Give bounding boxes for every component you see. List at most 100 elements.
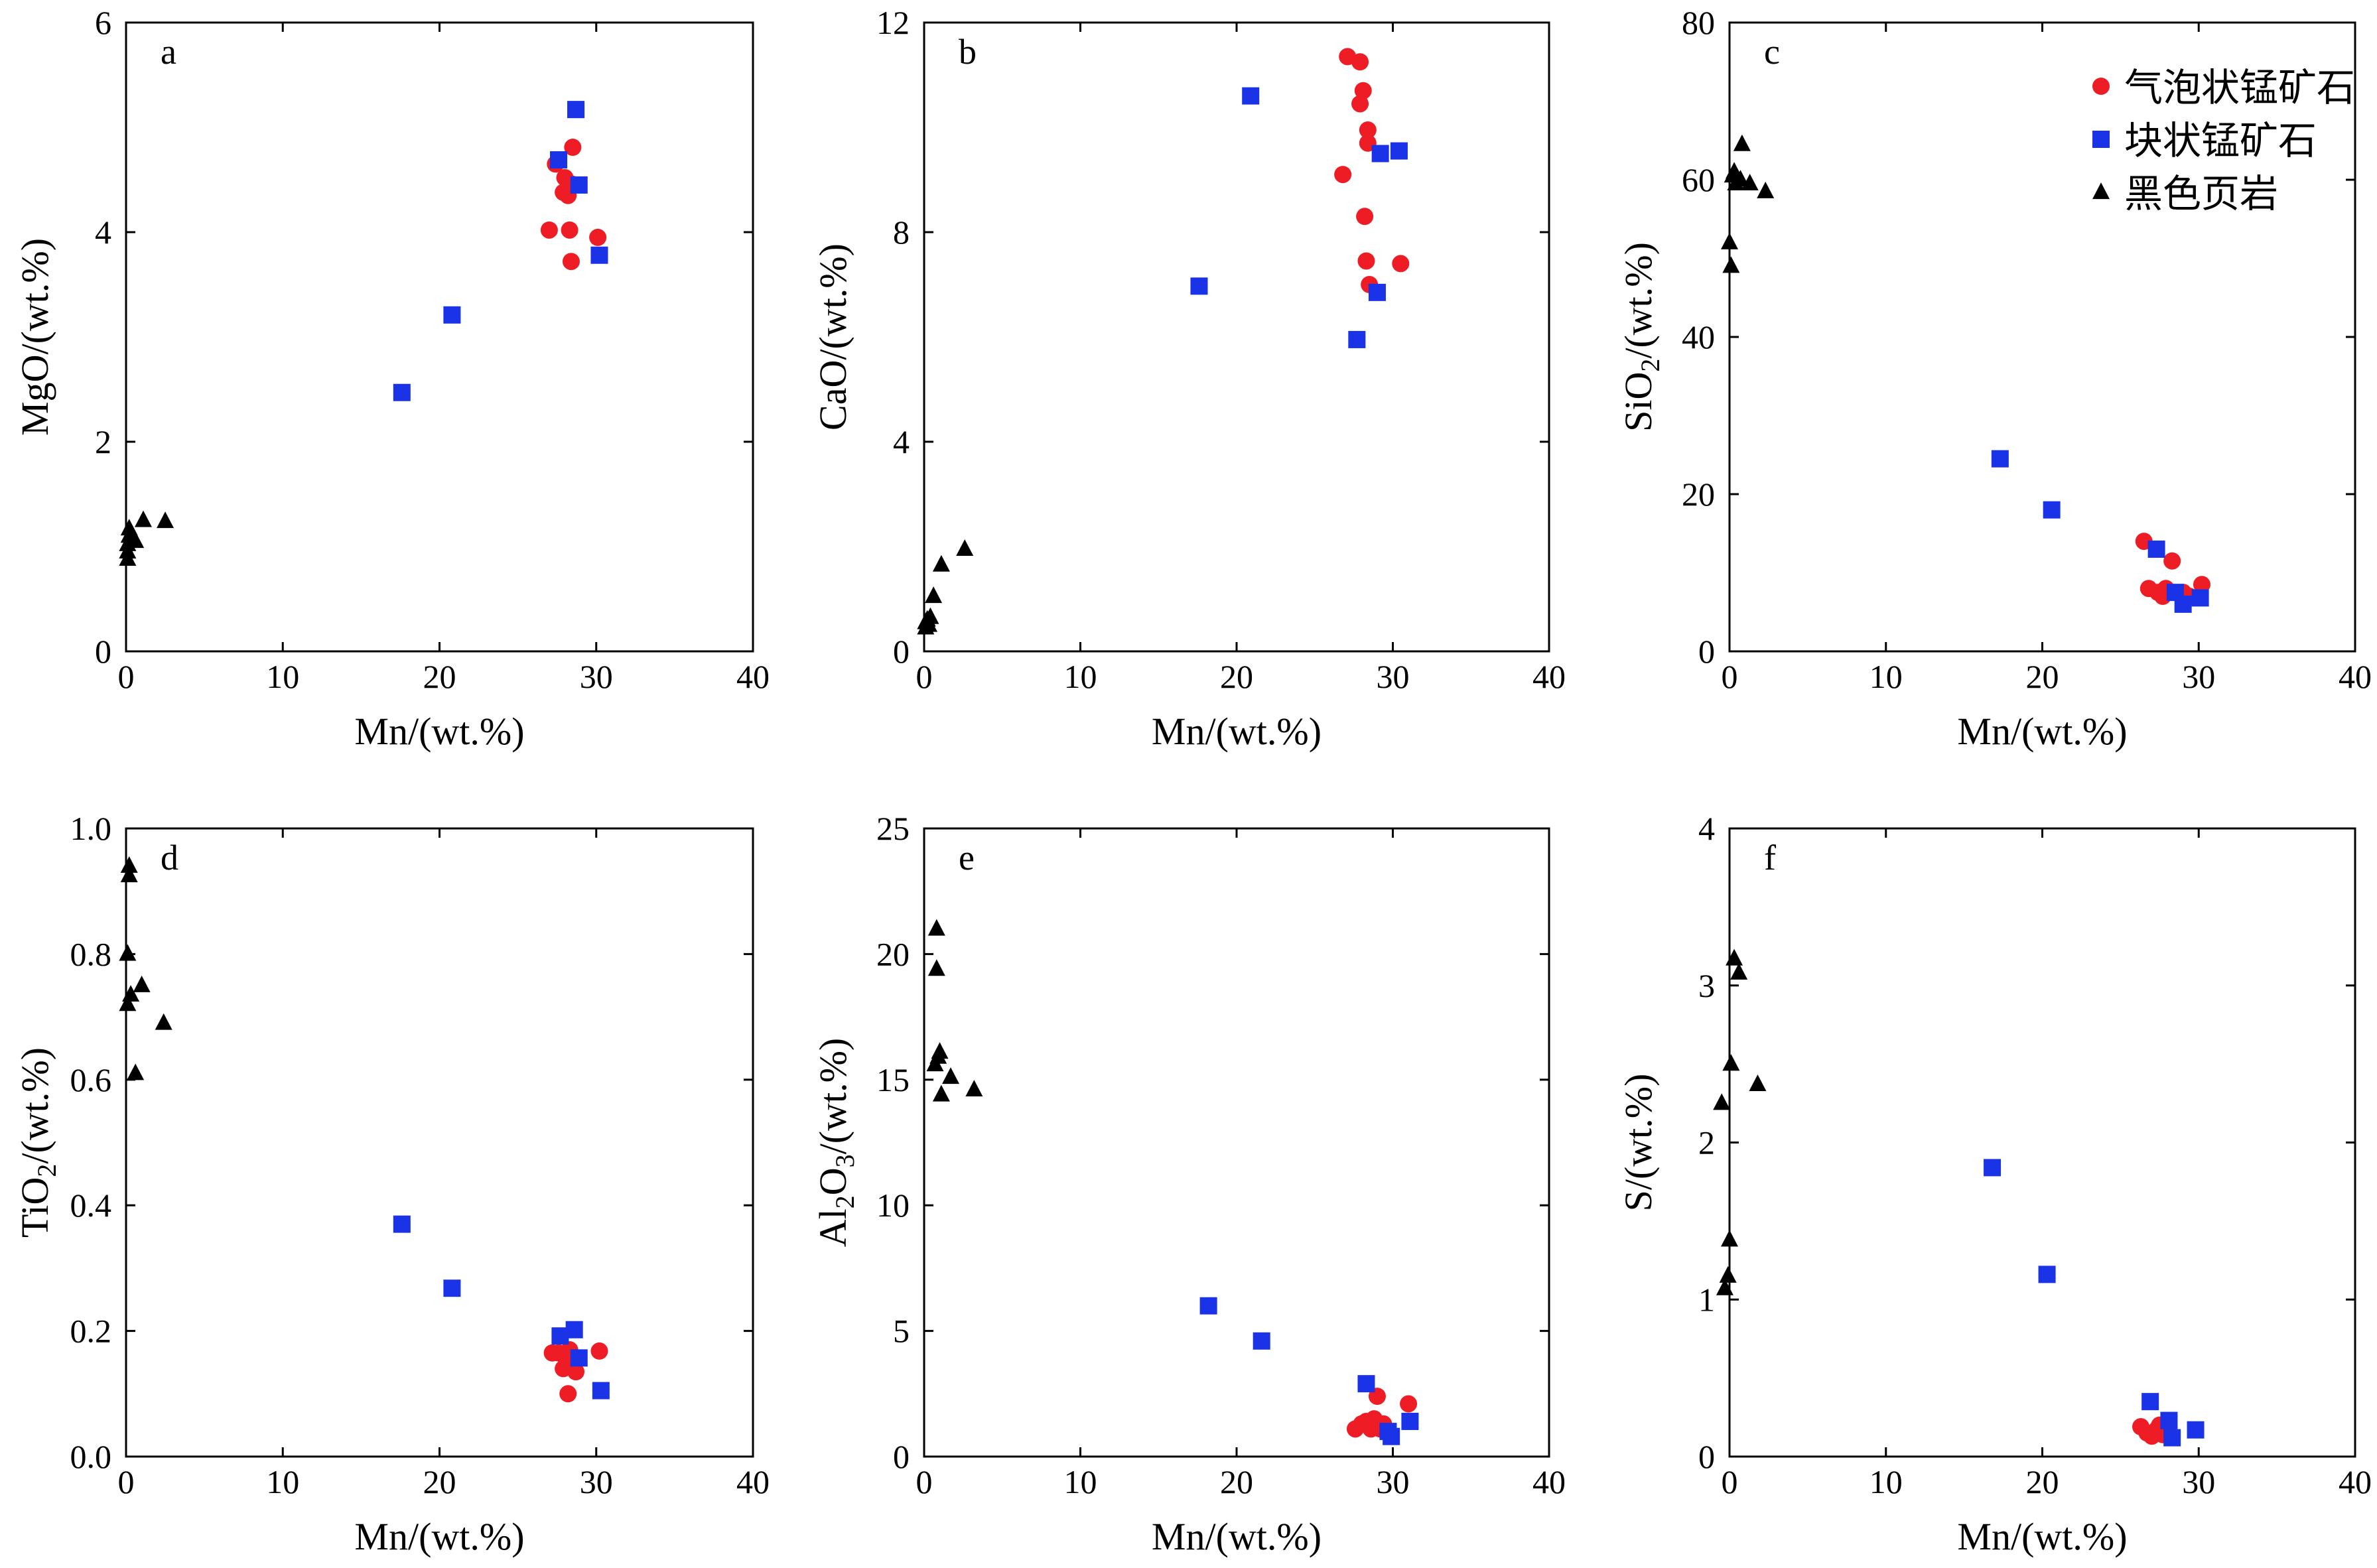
x-axis-label: Mn/(wt.%): [1152, 710, 1322, 753]
point-shale: [925, 586, 943, 604]
point-shale: [1716, 1278, 1733, 1295]
point-shale: [1721, 232, 1738, 249]
point-massive: [2147, 540, 2165, 558]
series-shale: [917, 539, 974, 635]
legend-marker-bubble: [2092, 78, 2110, 95]
y-tick-label: 80: [1682, 4, 1715, 41]
point-massive: [1991, 450, 2009, 468]
y-tick-label: 0.6: [70, 1061, 112, 1098]
series-bubble: [1334, 48, 1410, 293]
y-axis-label-part: MgO/(wt.%): [13, 238, 56, 436]
panel-letter: c: [1764, 32, 1780, 72]
point-shale: [965, 1080, 983, 1097]
point-shale: [1730, 962, 1748, 980]
y-tick-label: 20: [1682, 476, 1715, 513]
point-shale: [1713, 1093, 1731, 1110]
x-tick-label: 10: [1869, 658, 1903, 695]
series-shale: [119, 510, 174, 566]
legend-marker-shale: [2092, 182, 2110, 200]
point-bubble: [562, 253, 580, 271]
x-tick-label: 0: [916, 658, 933, 695]
panel-letter: b: [959, 32, 977, 72]
point-massive: [443, 306, 461, 324]
series-massive: [1199, 1297, 1419, 1445]
point-shale: [127, 531, 145, 549]
point-massive: [2160, 1411, 2178, 1429]
y-axis-label-part: S/(wt.%): [1617, 1074, 1660, 1212]
point-shale: [134, 510, 152, 527]
x-tick-label: 20: [2026, 658, 2059, 695]
x-tick-label: 20: [423, 1463, 456, 1500]
y-tick-label: 8: [893, 214, 910, 251]
x-tick-label: 0: [1722, 1463, 1738, 1500]
y-tick-label: 0.2: [70, 1313, 112, 1350]
panel-letter: d: [161, 838, 178, 878]
point-shale: [1726, 948, 1743, 966]
point-bubble: [564, 139, 582, 157]
x-tick-label: 30: [1377, 658, 1410, 695]
point-bubble: [1356, 208, 1374, 226]
point-massive: [1401, 1412, 1419, 1430]
x-axis-label: Mn/(wt.%): [1957, 1515, 2127, 1558]
point-massive: [393, 1215, 411, 1233]
series-massive: [1984, 1159, 2205, 1447]
y-tick-label: 6: [95, 4, 111, 41]
point-shale: [119, 944, 137, 961]
x-tick-label: 10: [266, 1463, 299, 1500]
point-shale: [927, 959, 945, 976]
legend-label: 块状锰矿石: [2124, 119, 2317, 163]
point-shale: [1732, 170, 1749, 187]
y-axis-label-part: /(wt.%): [13, 1047, 56, 1164]
point-shale: [157, 511, 174, 529]
y-tick-label: 0.4: [70, 1187, 112, 1224]
plot-frame: [125, 827, 754, 1458]
x-tick-label: 20: [423, 658, 456, 695]
x-tick-label: 20: [1220, 658, 1253, 695]
x-tick-label: 30: [580, 658, 613, 695]
point-massive: [567, 101, 585, 119]
y-tick-label: 25: [876, 810, 910, 847]
point-bubble: [2163, 552, 2181, 570]
plot-frame: [1728, 827, 2356, 1458]
series-shale: [1721, 134, 1775, 273]
point-massive: [570, 1349, 588, 1367]
point-shale: [932, 1084, 950, 1102]
point-massive: [2163, 1429, 2181, 1447]
y-tick-label: 0: [893, 633, 910, 670]
plot-frame: [125, 21, 754, 653]
y-axis-label: SiO2/(wt.%): [1617, 242, 1665, 432]
series-shale: [119, 856, 172, 1080]
y-tick-label: 15: [876, 1061, 910, 1098]
point-massive: [1242, 87, 1260, 105]
point-massive: [2141, 1393, 2159, 1411]
x-tick-label: 40: [2339, 1463, 2372, 1500]
y-tick-label: 0.8: [70, 935, 112, 972]
point-bubble: [1334, 166, 1352, 184]
panel-a: 0 10 20 30 40 0 2 4 6 a Mn/(wt.%) MgO/(wt.%): [13, 4, 770, 753]
point-massive: [2043, 501, 2061, 519]
point-shale: [119, 994, 137, 1012]
point-bubble: [1357, 252, 1375, 270]
point-bubble: [559, 1385, 577, 1403]
y-tick-label: 2: [1698, 1124, 1715, 1161]
point-shale: [921, 607, 939, 624]
point-massive: [1199, 1297, 1217, 1315]
y-tick-label: 10: [876, 1187, 910, 1224]
x-tick-label: 30: [2182, 1463, 2215, 1500]
x-tick-label: 10: [1064, 1463, 1097, 1500]
point-shale: [956, 539, 974, 556]
y-tick-label: 2: [95, 423, 111, 460]
point-shale: [1722, 256, 1740, 273]
point-massive: [1253, 1332, 1270, 1350]
series-massive: [393, 101, 608, 401]
x-tick-label: 40: [2339, 658, 2372, 695]
y-axis-label: CaO/(wt.%): [811, 243, 854, 430]
point-bubble: [1392, 255, 1410, 273]
x-tick-label: 30: [1377, 1463, 1410, 1500]
legend-marker-massive: [2092, 131, 2110, 148]
y-tick-label: 4: [893, 423, 910, 460]
y-tick-label: 0: [1698, 633, 1715, 670]
point-massive: [1984, 1159, 2002, 1177]
